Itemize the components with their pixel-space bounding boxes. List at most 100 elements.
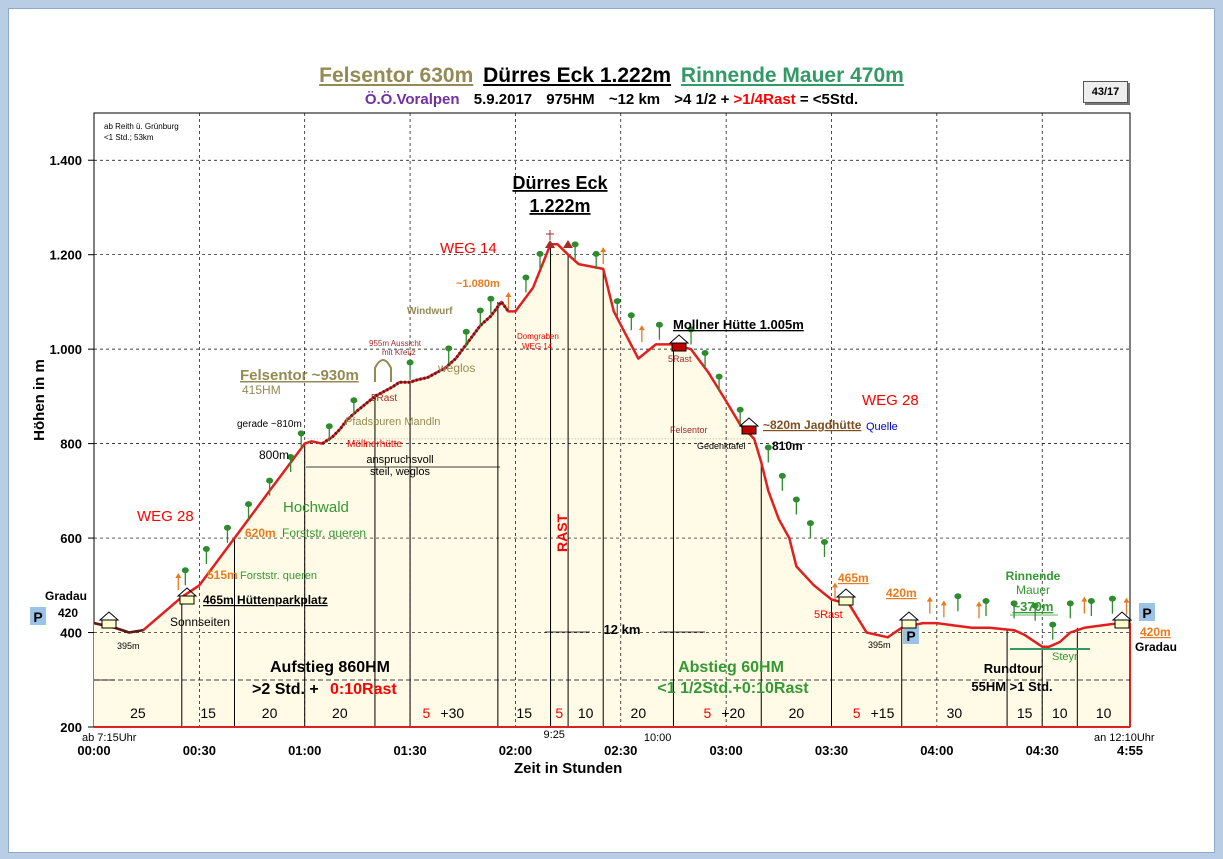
x-tick-label: 04:30 (1026, 743, 1059, 758)
windwurf-label: Windwurf (407, 306, 453, 317)
tree-crown (715, 373, 723, 380)
hut-465-icon-body (838, 596, 854, 606)
flag-tip (505, 292, 512, 298)
duration-label: 10 (578, 705, 594, 721)
duration-label: 20 (262, 705, 278, 721)
tree-crown (1010, 600, 1018, 607)
tree-crown (613, 298, 621, 305)
jagdhuette-icon-body (741, 425, 757, 435)
x-axis-label: Zeit in Stunden (514, 760, 622, 777)
duration-label: 30 (947, 705, 963, 721)
felsentor-small-label: Felsentor (670, 425, 708, 435)
rast-vertical-label: RAST (554, 513, 570, 552)
jagdhuette-label: ~820m Jagdhütte (763, 418, 862, 432)
duration-label: 20 (789, 705, 805, 721)
tree-crown (655, 321, 663, 328)
x-tick-label: 02:00 (499, 743, 532, 758)
h810-label: 810m (772, 439, 803, 453)
duration-label: 5 (555, 705, 563, 721)
kreuz-label: mit Kreuz (382, 348, 416, 357)
y-axis-label: Höhen in m (31, 359, 48, 441)
flag-tip (832, 582, 839, 588)
flag-tip (940, 600, 947, 606)
abstieg2-label: <1 1/2Std.+0:10Rast (657, 680, 809, 697)
aufstieg2b-label: 0:10Rast (330, 681, 397, 698)
h1080-label: ~1.080m (456, 278, 500, 290)
x-tick-label: 4:55 (1117, 743, 1143, 758)
gradau-right-label: Gradau (1135, 640, 1177, 654)
tree-crown (266, 477, 274, 484)
flag-tip (975, 601, 982, 607)
flag-tip (1081, 596, 1088, 602)
label-1000: 10:00 (644, 732, 672, 744)
subtitle-elevation-gain: 975HM (546, 91, 595, 108)
duration-label: 5 (703, 705, 711, 721)
subtitle-distance: ~12 km (608, 91, 661, 108)
flag-tip (175, 573, 182, 579)
f515-label: 515m (207, 568, 238, 582)
steyr-label: Steyr (1052, 651, 1078, 663)
f620-label: 620m (245, 526, 276, 540)
flag-tip (600, 247, 607, 253)
tree-crown (325, 423, 333, 430)
duration-label: 15 (516, 705, 532, 721)
felsentor-label: Felsentor ~930m (240, 367, 359, 384)
duration-label: 15 (1017, 705, 1033, 721)
tree-crown (592, 250, 600, 257)
y-tick-label: 800 (60, 437, 82, 452)
h395-left-label: 395m (117, 641, 140, 651)
steil-label: steil, weglos (370, 466, 430, 478)
y-tick-label: 600 (60, 531, 82, 546)
tree-crown (223, 524, 231, 531)
y-tick-label: 1.000 (49, 342, 82, 357)
felsentor-arch-icon (374, 359, 392, 382)
moellnerhuette-label: Möllnerhütte (347, 439, 402, 450)
duration-label-extra: +20 (721, 705, 745, 721)
page-badge: 43/17 (1083, 81, 1128, 103)
gedenktafel-label: Gedenktafel (697, 441, 746, 451)
duration-label-extra: +15 (871, 705, 895, 721)
hochwald-label: Hochwald (283, 499, 349, 516)
aufstieg-label: Aufstieg 860HM (270, 659, 390, 676)
weglos-label: weglos (437, 361, 475, 375)
chart-subtitle: Ö.Ö.Voralpen 5.9.2017 975HM ~12 km >4 1/… (0, 91, 1223, 108)
parking-sign-label: P (1142, 605, 1151, 621)
parking-sign-label: P (906, 628, 915, 644)
gerade-label: gerade ~810m (237, 419, 302, 430)
duration-label: 10 (1052, 705, 1068, 721)
title-part-felsentor: Felsentor 630m (319, 64, 474, 87)
h420-mid-label: 420m (886, 586, 917, 600)
weg28-right-label: WEG 28 (862, 392, 919, 409)
start-info-2: <1 Std.; 53km (104, 133, 154, 142)
tree-crown (1031, 602, 1039, 609)
duration-label: 5 (853, 705, 861, 721)
hut-end-icon-body (1114, 619, 1130, 629)
y-tick-label: 1.400 (49, 153, 82, 168)
pfadspuren-label: Pfadspuren Mandln (345, 416, 440, 428)
domgraben-label: Domgraben (517, 332, 559, 341)
x-tick-label: 02:30 (604, 743, 637, 758)
profile-area-fill (94, 244, 1130, 728)
x-tick-label: 00:00 (77, 743, 110, 758)
label-end-time: an 12:10Uhr (1094, 732, 1155, 744)
tree-crown (571, 241, 579, 248)
h800-label: 800m (259, 448, 289, 462)
parking-sign (903, 626, 919, 644)
peak-triangle-icon-2 (563, 240, 573, 248)
title-part-duerres-eck: Dürres Eck 1.222m (483, 64, 672, 87)
tree-crown (350, 397, 358, 404)
tree-crown (627, 312, 635, 319)
chart-title: Felsentor 630m Dürres Eck 1.222m Rinnend… (0, 64, 1223, 88)
tree-crown (522, 274, 530, 281)
tree-crown (982, 598, 990, 605)
x-tick-label: 03:00 (710, 743, 743, 758)
gradau-left-label: Gradau (45, 589, 87, 603)
peak-triangle-icon (545, 240, 555, 248)
tree-crown (778, 472, 786, 479)
rast5-2-label: 5Rast (668, 354, 692, 364)
parking-sign (1139, 603, 1155, 621)
f515b-label: Forststr. queren (240, 570, 317, 582)
tree-crown (476, 307, 484, 314)
parking-sign-label: P (33, 609, 42, 625)
